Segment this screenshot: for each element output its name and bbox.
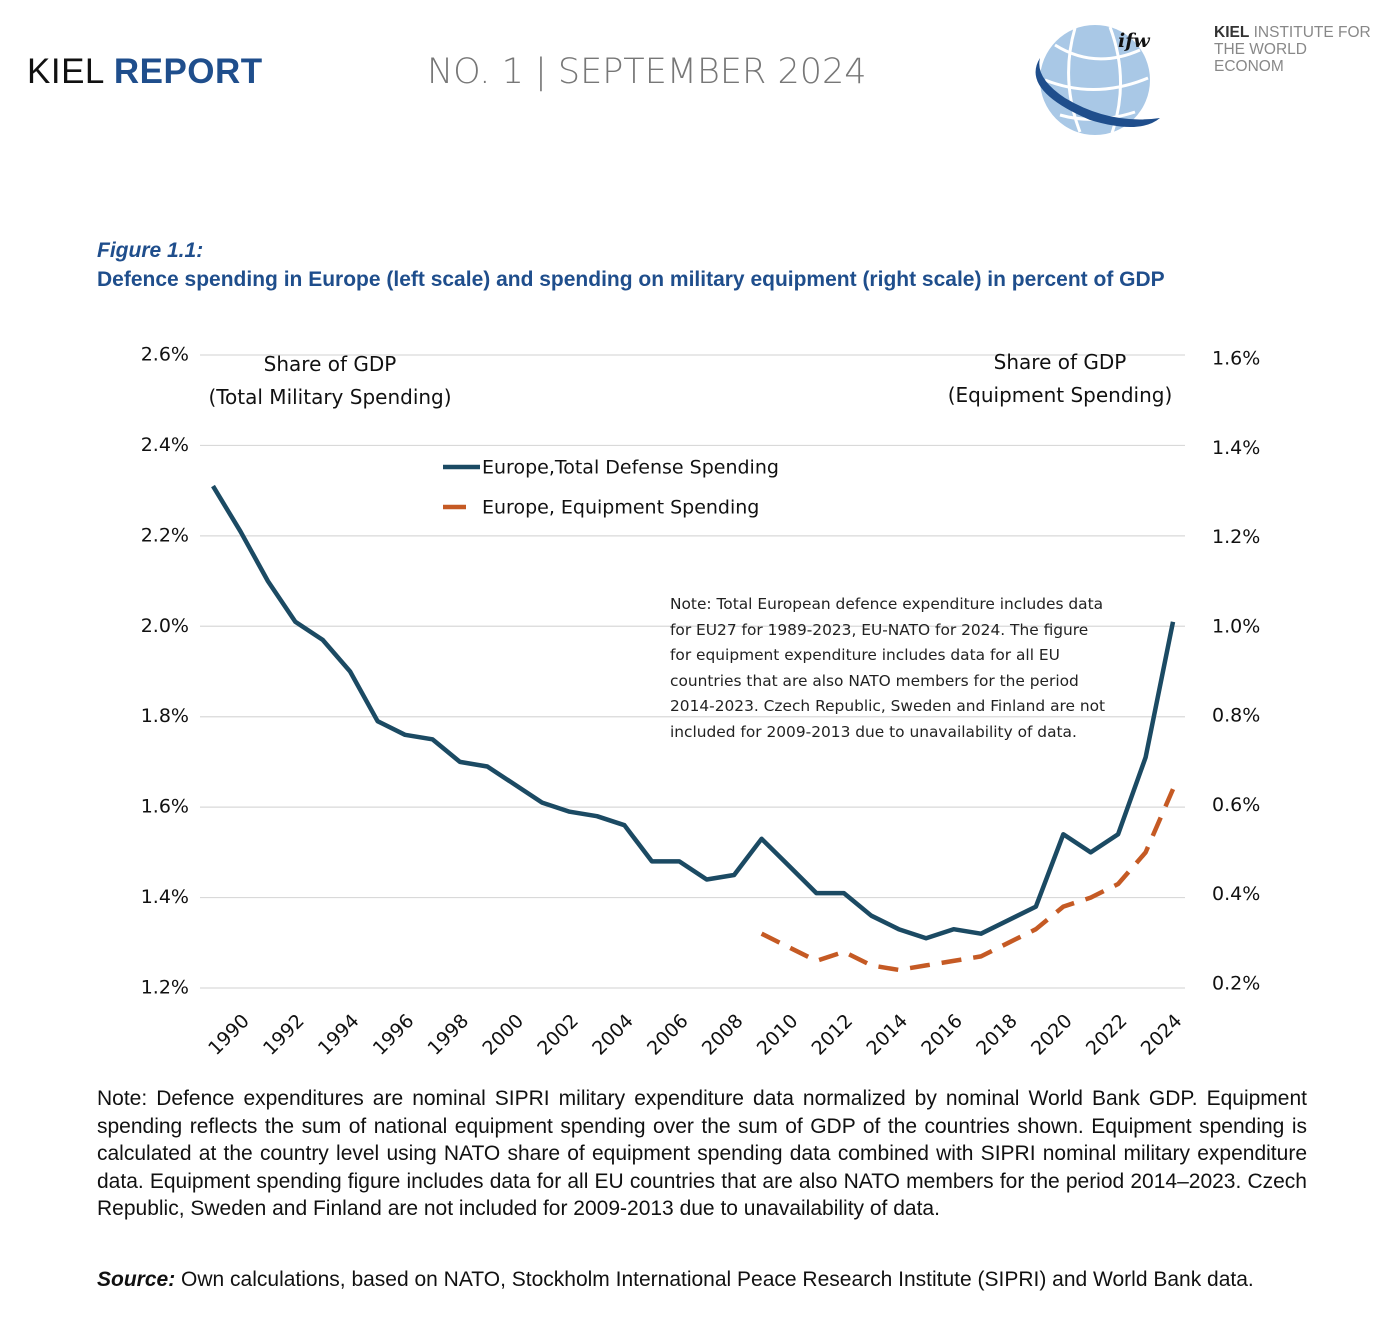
chart-annotation: Note: Total European defence expenditure… xyxy=(670,595,1106,741)
note: Note: Defence expenditures are nominal S… xyxy=(97,1087,1307,1220)
x-tick-label: 2018 xyxy=(972,1010,1022,1060)
y-tick-label: 1.4% xyxy=(141,886,189,908)
brand-bold: REPORT xyxy=(113,52,263,91)
logo-mark: ifw xyxy=(1118,30,1150,52)
institute-bold: KIEL xyxy=(1214,24,1250,41)
y2-tick-label: 1.0% xyxy=(1212,615,1260,637)
y2-tick-label: 0.8% xyxy=(1212,705,1260,727)
x-tick-label: 2006 xyxy=(643,1010,693,1060)
y2-tick-label: 1.6% xyxy=(1212,348,1260,370)
y2-tick-label: 1.2% xyxy=(1212,526,1260,548)
institute: KIEL INSTITUTE FOR THE WORLD ECONOM xyxy=(1214,24,1381,75)
issue: NO. 1 | SEPTEMBER 2024 xyxy=(427,52,867,92)
figure-title: Defence spending in Europe (left scale) … xyxy=(97,268,1165,291)
institute-rest: INSTITUTE FOR xyxy=(1253,24,1371,41)
x-tick-label: 2022 xyxy=(1082,1010,1132,1060)
y2-axis-label: Share of GDP (Equipment Spending) xyxy=(930,346,1190,412)
x-tick-label: 2008 xyxy=(698,1010,748,1060)
y-tick-label: 2.0% xyxy=(141,615,189,637)
series-line xyxy=(211,484,1176,941)
x-tick-label: 1992 xyxy=(259,1010,309,1060)
x-tick-label: 2004 xyxy=(588,1010,638,1060)
x-tick-label: 2014 xyxy=(862,1010,912,1060)
y-axis-label: Share of GDP (Total Military Spending) xyxy=(190,348,470,414)
y2-tick-label: 1.4% xyxy=(1212,437,1260,459)
x-tick-label: 2010 xyxy=(753,1010,803,1060)
x-tick-label: 2000 xyxy=(478,1010,528,1060)
series-line xyxy=(760,788,1176,973)
x-tick-label: 1996 xyxy=(369,1010,419,1060)
figure-label: Figure 1.1: xyxy=(97,239,204,262)
y2-tick-label: 0.2% xyxy=(1212,972,1260,994)
source: Source: Own calculations, based on NATO,… xyxy=(97,1266,1307,1294)
institute-line2: THE WORLD ECONOM xyxy=(1214,41,1307,75)
brand: KIEL REPORT xyxy=(27,52,263,92)
source-label: Source: xyxy=(97,1268,176,1291)
y-tick-label: 2.2% xyxy=(141,524,189,546)
x-tick-label: 2002 xyxy=(533,1010,583,1060)
y2-tick-label: 0.4% xyxy=(1212,883,1260,905)
legend-label: Europe, Equipment Spending xyxy=(482,497,759,519)
y-axis-label-line: (Total Military Spending) xyxy=(208,385,452,409)
y-tick-label: 1.2% xyxy=(141,977,189,999)
x-tick-label: 2020 xyxy=(1027,1010,1077,1060)
x-tick-label: 1990 xyxy=(204,1010,254,1060)
brand-light: KIEL xyxy=(27,52,104,91)
source-text: Own calculations, based on NATO, Stockho… xyxy=(181,1268,1254,1291)
grid xyxy=(200,354,1185,989)
x-tick-label: 1994 xyxy=(314,1010,364,1060)
x-tick-label: 2016 xyxy=(917,1010,967,1060)
legend-label: Europe,Total Defense Spending xyxy=(482,457,779,479)
y2-tick-label: 0.6% xyxy=(1212,794,1260,816)
logo: ifw xyxy=(1035,25,1160,135)
y2-axis-label-line: (Equipment Spending) xyxy=(947,383,1173,407)
y-tick-label: 1.6% xyxy=(141,796,189,818)
y-tick-label: 2.6% xyxy=(141,344,189,366)
x-tick-label: 2012 xyxy=(808,1010,858,1060)
y-tick-label: 2.4% xyxy=(141,434,189,456)
y-tick-label: 1.8% xyxy=(141,705,189,727)
x-tick-label: 1998 xyxy=(424,1010,474,1060)
y-axis-label-line: Share of GDP xyxy=(263,352,397,376)
x-tick-label: 2024 xyxy=(1137,1010,1187,1060)
y2-axis-label-line: Share of GDP xyxy=(993,350,1127,374)
